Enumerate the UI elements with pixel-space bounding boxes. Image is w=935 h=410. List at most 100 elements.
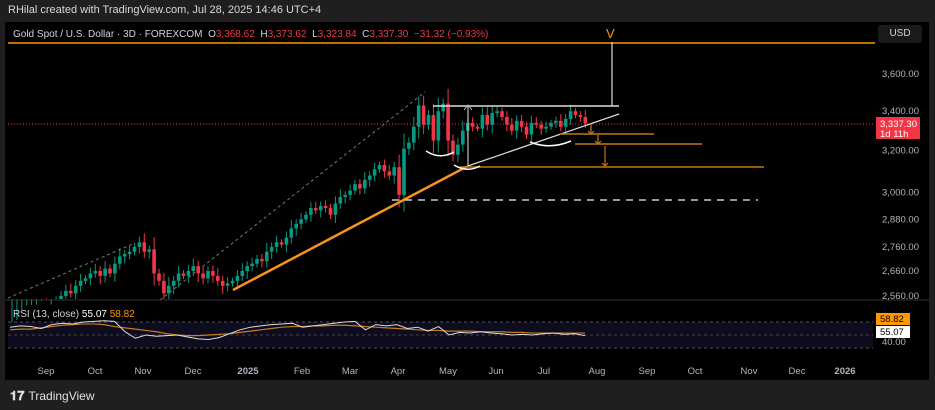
candle-body: [397, 167, 401, 195]
y-tick-label: 3,600.00: [882, 69, 919, 80]
candle-body: [206, 270, 210, 279]
channel-dashed: [159, 91, 426, 301]
candle-body: [554, 120, 558, 123]
x-tick-label: Sep: [639, 366, 656, 377]
y-tick-label: 2,880.00: [882, 214, 919, 225]
rsi-line: [9, 320, 586, 341]
candle-body: [245, 266, 249, 271]
candle-body: [318, 205, 323, 211]
candle-body: [343, 194, 347, 198]
currency-button[interactable]: USD: [878, 25, 922, 43]
candle-body: [544, 126, 548, 129]
candle-body: [456, 144, 460, 155]
candle-body: [171, 280, 176, 286]
candle-body: [505, 116, 509, 125]
candle-body: [142, 242, 147, 252]
x-tick-label: 2026: [834, 366, 855, 377]
open-value: 3,368.62: [215, 29, 255, 40]
price-tag: [876, 117, 920, 139]
candle-body: [539, 124, 543, 129]
candle-body: [260, 258, 264, 262]
candle-body: [137, 242, 142, 247]
candle-body: [73, 285, 78, 294]
arc: [453, 164, 481, 170]
candle-body: [250, 263, 254, 267]
candle-body: [392, 167, 396, 176]
candle-body: [529, 122, 534, 135]
symbol-legend[interactable]: Gold Spot / U.S. Dollar · 3D · FOREXCOM …: [13, 29, 488, 40]
candle-body: [328, 208, 333, 215]
candle-body: [421, 105, 426, 125]
candle-body: [583, 116, 588, 124]
candle-body: [255, 258, 259, 264]
candle-body: [196, 266, 200, 274]
rsi-tag: [876, 326, 910, 338]
candle-body: [59, 295, 63, 299]
candle-body: [64, 290, 68, 296]
candle-body: [132, 246, 137, 252]
candle-body: [475, 126, 480, 129]
x-tick-label: Aug: [589, 366, 606, 377]
candle-body: [225, 283, 230, 286]
candle-body: [573, 111, 578, 116]
candle-body: [265, 251, 269, 262]
candle-body: [122, 254, 127, 257]
candle-body: [113, 263, 117, 274]
candle-body: [412, 126, 416, 143]
candle-body: [372, 169, 377, 176]
rsi-legend[interactable]: RSI (13, close) 55.07 58.82: [13, 309, 135, 320]
high-value: 3,373.62: [267, 29, 307, 40]
x-tick-label: Nov: [135, 366, 152, 377]
candle-body: [127, 251, 132, 255]
target-v-label: V: [606, 26, 615, 41]
candle-body: [559, 120, 563, 127]
candle-body: [431, 115, 436, 141]
rsi-ma-line: [9, 323, 585, 337]
change-value: −31.32 (−0.93%): [413, 29, 489, 40]
candle-body: [93, 270, 98, 274]
orange-uptrend: [232, 165, 467, 292]
down-arrows: [587, 124, 609, 167]
x-tick-label: Apr: [391, 366, 406, 377]
y-tick-label: 2,760.00: [882, 242, 919, 253]
candle-body: [461, 130, 465, 145]
low-value: 3,323.84: [317, 29, 357, 40]
x-tick-label: 2025: [237, 366, 259, 377]
candle-body: [69, 290, 73, 294]
high-label: H: [260, 29, 268, 40]
x-tick-label: Mar: [342, 366, 358, 377]
candle-body: [98, 270, 102, 276]
rsi-label: RSI (13, close): [13, 309, 80, 320]
candle-body: [274, 242, 279, 247]
candle-body: [358, 184, 362, 189]
candle-body: [88, 273, 93, 279]
arc: [529, 140, 572, 147]
rsi-ma-tag-value: 58.82: [880, 314, 904, 325]
candle-body: [436, 111, 441, 141]
candle-body: [176, 273, 181, 281]
candle-body: [201, 273, 205, 279]
candle-body: [118, 256, 122, 264]
low-label: L: [312, 29, 318, 40]
close-label: C: [362, 29, 370, 40]
rsi-ma-tag: [876, 313, 910, 325]
candle-body: [235, 275, 240, 281]
open-label: O: [208, 29, 216, 40]
candle-body: [181, 273, 186, 276]
candle-body: [162, 280, 166, 294]
rsi-tag-value: 55.07: [880, 327, 904, 338]
chart-panel[interactable]: [5, 22, 929, 380]
candle-body: [382, 165, 387, 172]
candle-body: [514, 120, 519, 131]
x-tick-label: Oct: [688, 366, 703, 377]
candle-body: [495, 111, 499, 114]
shoulder-arcs: [425, 140, 572, 170]
candle-body: [426, 115, 431, 125]
candle-body: [534, 122, 539, 125]
candle-body: [108, 268, 112, 274]
candle-body: [230, 280, 235, 284]
candle-body: [304, 214, 308, 220]
candle-body: [451, 140, 455, 155]
candle-body: [363, 179, 367, 189]
